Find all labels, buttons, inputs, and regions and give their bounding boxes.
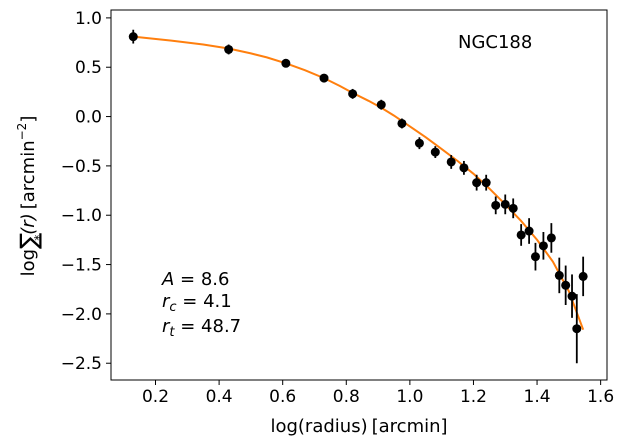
data-marker [524,226,534,236]
annotation-amplitude: A = 8.6 [161,269,229,290]
data-marker [397,118,407,128]
y-axis-label-arg: (r) [18,213,39,234]
data-point [530,242,540,271]
x-tick-label: 1.4 [524,387,551,407]
y-tick-label: 0.0 [75,108,102,128]
data-marker [376,100,386,110]
data-point [281,58,291,68]
y-axis-label-sigma: ∑ [15,233,43,249]
data-point [567,274,577,318]
data-point [524,218,534,244]
x-axis-label: log(radius) [arcmin] [270,416,447,437]
data-marker [546,233,556,243]
data-marker [319,73,329,83]
data-marker [554,270,564,280]
y-tick-label: −1.5 [61,256,102,276]
data-marker [500,199,510,209]
plot-area [110,9,608,381]
x-axis-label-unit: [arcmin] [372,416,448,437]
data-point [491,196,501,215]
fit-curve [133,35,585,331]
y-axis-label: log∑*(r) [arcmin−2] [15,116,46,277]
annotation-core-radius-value: = 4.1 [177,291,232,312]
data-marker [530,252,540,262]
data-marker [446,157,456,167]
y-axis-label-log: log [18,249,39,276]
data-point [554,257,564,294]
data-marker [224,44,234,54]
x-tick-label: 0.4 [206,387,233,407]
data-marker [538,241,548,251]
annotation-tidal-radius-symbol: r [162,316,171,337]
annotation-amplitude-symbol: A [161,269,174,290]
x-tick-label: 0.6 [269,387,296,407]
annotation-amplitude-value: = 8.6 [174,269,229,290]
x-tick-label: 1.6 [587,387,614,407]
data-point [319,73,329,83]
data-point [561,265,571,306]
x-tick-label: 1.2 [460,387,487,407]
data-points [128,29,588,364]
data-marker [491,200,501,210]
data-point [572,294,582,364]
data-point [414,137,424,150]
y-axis: 1.0 0.5 0.0 −0.5 −1.0 −1.5 −2.0 −2.5 [61,9,111,374]
y-axis-label-unit-exp: −2 [15,123,29,141]
data-marker [508,203,518,213]
data-marker [459,163,469,173]
y-tick-label: −1.0 [61,206,102,226]
x-tick-label: 0.8 [333,387,360,407]
data-marker [348,89,358,99]
annotation-tidal-radius-subscript: t [169,325,175,340]
data-point [128,29,138,44]
x-axis: 0.2 0.4 0.6 0.8 1.0 1.2 1.4 1.6 [142,380,614,407]
chart-title: NGC188 [458,32,532,53]
y-tick-label: −0.5 [61,157,102,177]
y-axis-label-unit-open: [arcmin [18,140,39,209]
data-point [481,174,491,191]
data-point [500,194,510,215]
data-point [430,146,440,158]
data-point [348,88,358,99]
data-point [397,118,407,129]
x-tick-label: 1.0 [396,387,423,407]
annotation-core-radius: rc = 4.1 [162,291,232,315]
annotation-core-radius-subscript: c [169,300,176,315]
x-axis-label-main: log(radius) [270,416,367,437]
data-point [459,160,469,175]
data-marker [414,138,424,148]
annotation-core-radius-symbol: r [162,291,171,312]
data-point [508,198,518,219]
data-marker [281,58,291,68]
data-marker [516,230,526,240]
data-point [376,99,386,110]
y-axis-label-sub: * [32,235,46,241]
data-marker [567,291,577,301]
annotation-tidal-radius: rt = 48.7 [162,316,241,340]
data-point [472,174,482,191]
data-point [538,232,548,260]
y-tick-label: 1.0 [75,9,102,29]
data-marker [572,324,582,334]
y-tick-label: −2.5 [61,354,102,374]
y-axis-label-unit-close: ] [18,116,39,123]
y-tick-label: 0.5 [75,58,102,78]
annotation-tidal-radius-value: = 48.7 [175,316,242,337]
data-point [546,223,556,253]
data-marker [472,178,482,188]
x-tick-label: 0.2 [142,387,169,407]
data-point [516,224,526,246]
data-point [446,155,456,169]
data-point [578,256,588,297]
data-marker [430,147,440,157]
data-marker [128,32,138,42]
data-marker [481,178,491,188]
data-marker [578,271,588,281]
data-point [224,44,234,55]
y-tick-label: −2.0 [61,305,102,325]
data-marker [561,280,571,290]
